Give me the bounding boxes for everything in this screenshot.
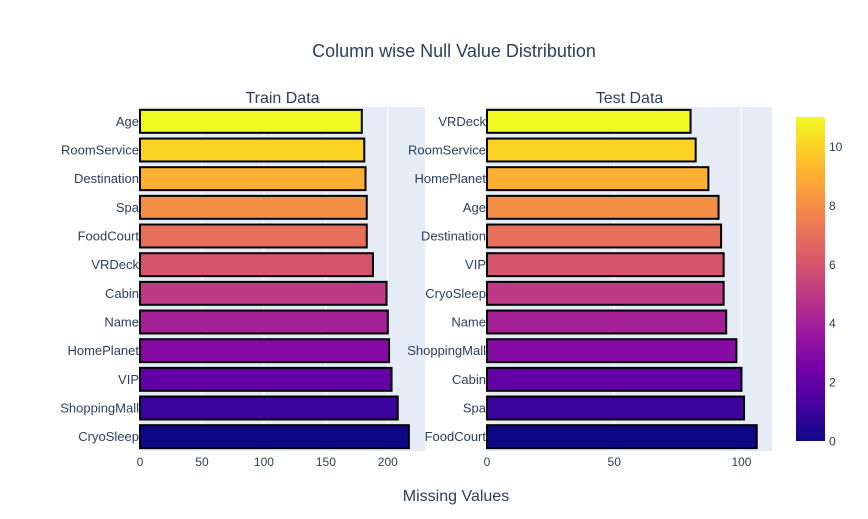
train-bar-cabin[interactable]	[139, 280, 388, 306]
train-x-tick-label: 0	[137, 455, 144, 469]
train-panel: 0 50 100 150 200 Train Data Age RoomService Dest…	[60, 90, 425, 469]
train-bar-cryosleep[interactable]	[139, 424, 410, 450]
test-category-label: Spa	[463, 401, 487, 416]
test-bar-cryosleep[interactable]	[486, 280, 725, 306]
train-category-label: VIP	[118, 372, 139, 387]
train-x-tick-label: 50	[195, 455, 209, 469]
test-plot-area	[487, 107, 772, 451]
test-subplot-title: Test Data	[596, 90, 664, 107]
train-bar-shoppingmall[interactable]	[139, 395, 399, 421]
train-category-label: Spa	[116, 200, 140, 215]
test-category-label: Cabin	[452, 372, 486, 387]
train-x-tick-label: 150	[316, 455, 336, 469]
test-category-label: HomePlanet	[414, 171, 486, 186]
test-category-label: ShoppingMall	[407, 343, 486, 358]
colorbar-tick-label: 10	[829, 140, 843, 154]
test-x-tick-label: 100	[731, 455, 751, 469]
train-category-label: Destination	[74, 171, 139, 186]
test-bar-age[interactable]	[486, 194, 720, 220]
test-bar-vrdeck[interactable]	[486, 108, 692, 134]
train-category-label: Age	[116, 114, 139, 129]
test-panel: 0 50 100 Test Data VRDeck RoomService HomePlan…	[407, 90, 772, 469]
colorbar-tick-label: 6	[829, 258, 836, 272]
test-bar-roomservice[interactable]	[486, 137, 697, 163]
test-category-label: Destination	[421, 229, 486, 244]
train-category-label: FoodCourt	[78, 229, 140, 244]
train-plot-area	[140, 107, 425, 451]
train-bar-spa[interactable]	[139, 194, 368, 220]
train-bar-homeplanet[interactable]	[139, 338, 391, 364]
train-category-label: HomePlanet	[67, 343, 139, 358]
test-category-label: CryoSleep	[425, 286, 486, 301]
train-category-label: Name	[104, 315, 139, 330]
test-category-label: Age	[463, 200, 486, 215]
test-category-label: Name	[451, 315, 486, 330]
train-category-label: ShoppingMall	[60, 401, 139, 416]
test-x-tick-label: 50	[608, 455, 622, 469]
test-bar-destination[interactable]	[486, 223, 723, 249]
test-bar-foodcourt[interactable]	[486, 424, 758, 450]
train-category-label: CryoSleep	[78, 429, 139, 444]
colorbar-tick-label: 2	[829, 376, 836, 390]
train-subplot-title: Train Data	[245, 90, 319, 107]
test-bar-vip[interactable]	[486, 252, 725, 278]
train-category-label: Cabin	[105, 286, 139, 301]
colorbar: 0 2 4 6 8 10	[796, 117, 843, 449]
test-bar-cabin[interactable]	[486, 366, 743, 392]
test-category-label: VIP	[465, 257, 486, 272]
colorbar-tick-label: 4	[829, 317, 836, 331]
train-bar-vrdeck[interactable]	[139, 252, 374, 278]
test-category-label: VRDeck	[438, 114, 486, 129]
colorbar-tick-label: 0	[829, 435, 836, 449]
colorbar-gradient	[796, 117, 825, 441]
train-x-tick-label: 100	[254, 455, 274, 469]
test-category-label: RoomService	[408, 143, 486, 158]
train-bar-age[interactable]	[139, 108, 363, 134]
test-bar-shoppingmall[interactable]	[486, 338, 738, 364]
test-bar-spa[interactable]	[486, 395, 746, 421]
x-axis-label: Missing Values	[403, 488, 509, 505]
train-x-tick-label: 200	[378, 455, 398, 469]
test-x-tick-label: 0	[484, 455, 491, 469]
train-bar-destination[interactable]	[139, 166, 367, 192]
colorbar-tick-label: 8	[829, 199, 836, 213]
train-category-label: RoomService	[61, 143, 139, 158]
train-bar-foodcourt[interactable]	[139, 223, 368, 249]
test-bar-name[interactable]	[486, 309, 728, 335]
train-bar-vip[interactable]	[139, 366, 393, 392]
train-category-label: VRDeck	[91, 257, 139, 272]
chart-title: Column wise Null Value Distribution	[312, 41, 596, 61]
train-bar-roomservice[interactable]	[139, 137, 366, 163]
test-bar-homeplanet[interactable]	[486, 166, 710, 192]
train-bar-name[interactable]	[139, 309, 389, 335]
test-category-label: FoodCourt	[425, 429, 487, 444]
